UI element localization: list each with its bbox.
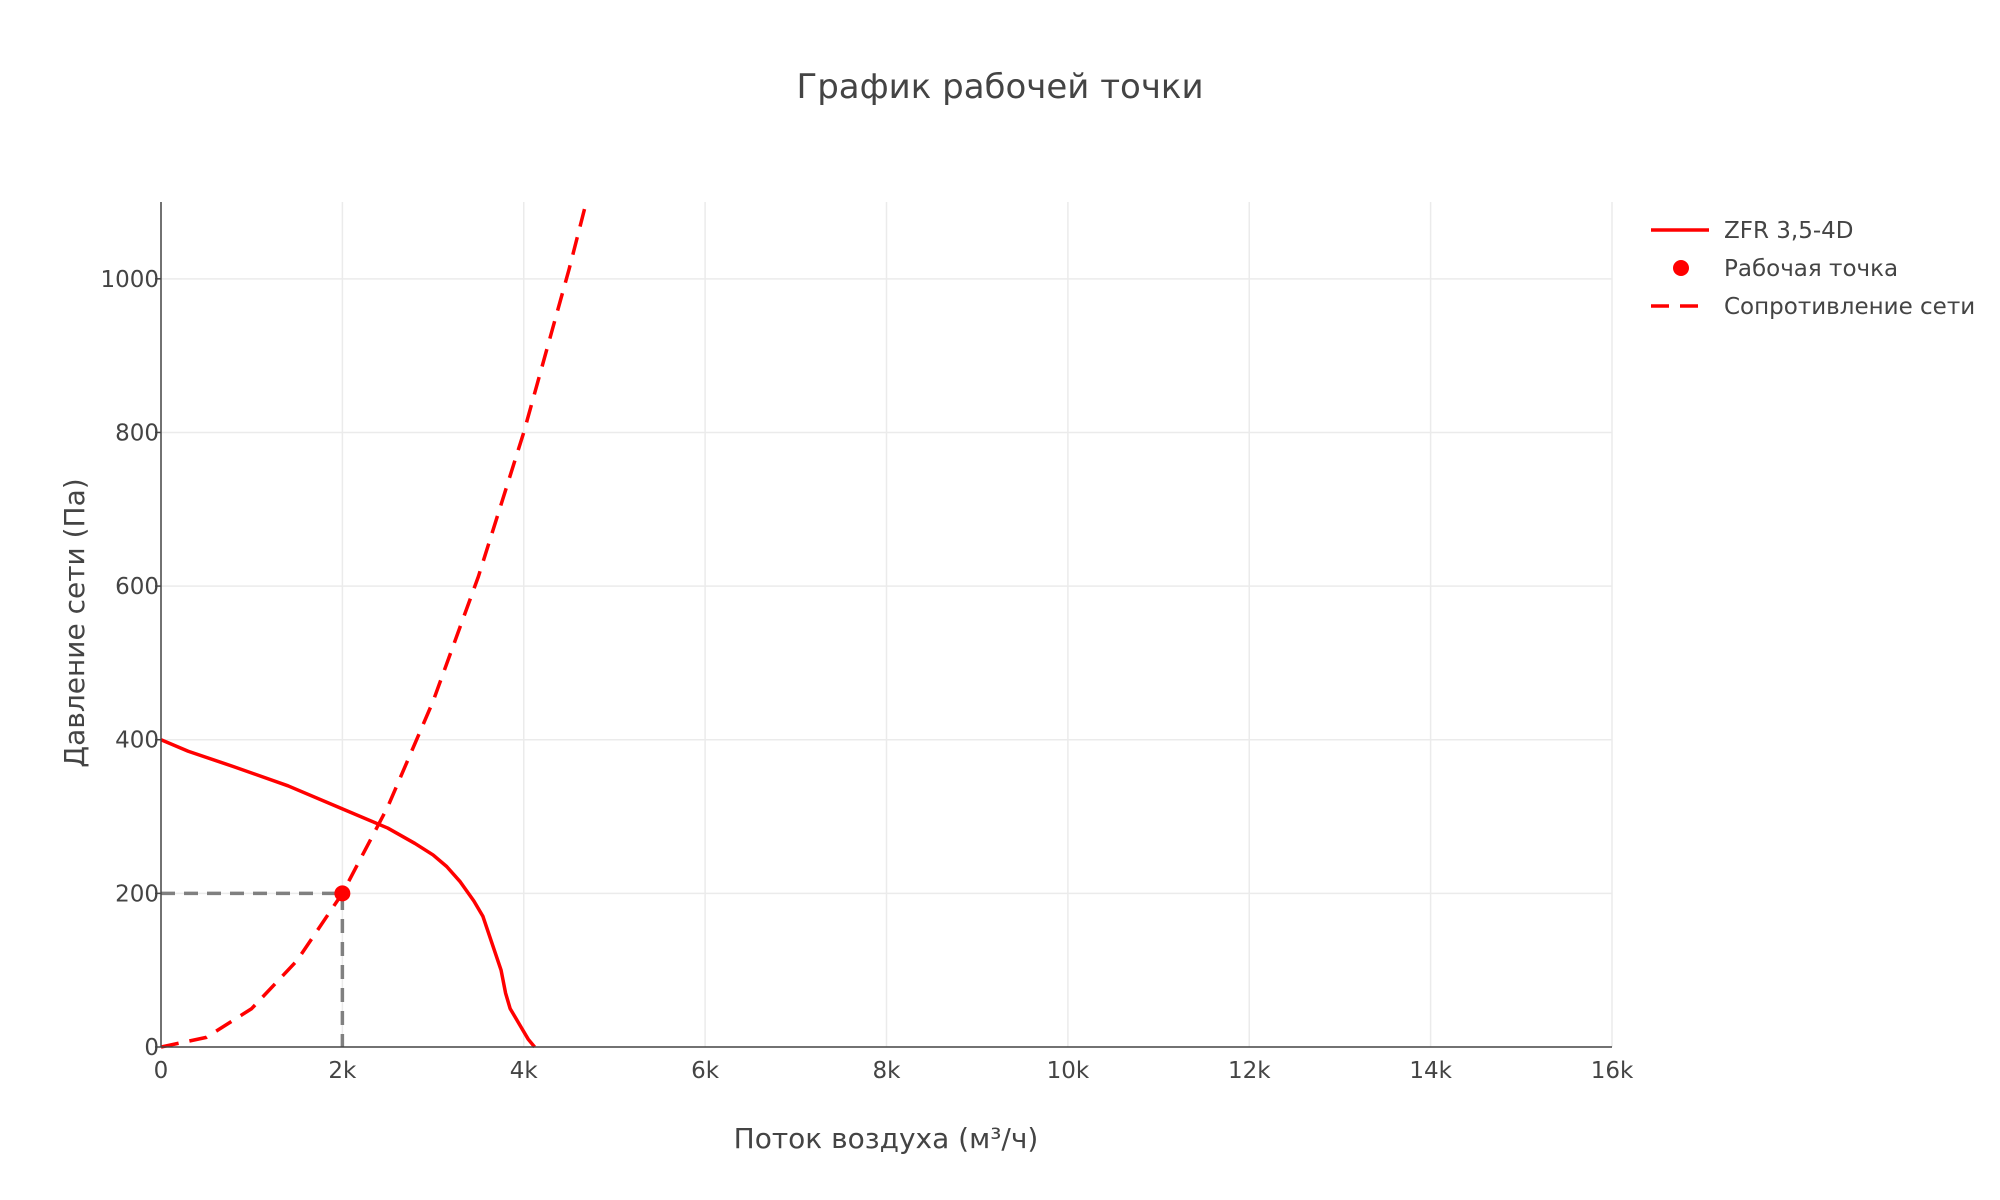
y-tick-label-3: 600 bbox=[115, 574, 159, 600]
y-tick-label-0: 0 bbox=[144, 1035, 159, 1061]
legend-label-0: ZFR 3,5-4D bbox=[1724, 218, 1854, 244]
legend-swatch-1 bbox=[1673, 260, 1689, 276]
x-axis-title: Поток воздуха (м³/ч) bbox=[734, 1122, 1039, 1155]
legend-label-1: Рабочая точка bbox=[1724, 256, 1898, 282]
y-axis-title: Давление сети (Па) bbox=[58, 478, 91, 767]
x-tick-label-7: 14k bbox=[1409, 1058, 1452, 1084]
x-tick-label-5: 10k bbox=[1047, 1058, 1090, 1084]
y-tick-label-1: 200 bbox=[115, 881, 159, 907]
operating-point-guide-lines bbox=[161, 891, 345, 1047]
x-tick-label-2: 4k bbox=[510, 1058, 539, 1084]
chart-title: График рабочей точки bbox=[796, 67, 1203, 107]
y-tick-label-5: 1000 bbox=[100, 267, 159, 293]
legend[interactable]: ZFR 3,5-4D Рабочая точка Сопротивление сет… bbox=[1651, 218, 1975, 320]
x-tick-label-1: 2k bbox=[328, 1058, 357, 1084]
x-tick-label-4: 8k bbox=[873, 1058, 902, 1084]
y-tick-label-2: 400 bbox=[115, 728, 159, 754]
legend-label-2: Сопротивление сети bbox=[1724, 294, 1975, 320]
x-tick-label-0: 0 bbox=[154, 1058, 169, 1084]
series-layer bbox=[161, 202, 589, 1049]
x-tick-label-6: 12k bbox=[1228, 1058, 1271, 1084]
axes-layer: 0 2k 4k 6k 8k 10k 12k 14k 16k 0 200 400 600 800 1000 bbox=[100, 202, 1634, 1084]
x-tick-label-8: 16k bbox=[1591, 1058, 1634, 1084]
x-tick-label-3: 6k bbox=[691, 1058, 720, 1084]
series-line-0 bbox=[161, 738, 536, 1049]
y-tick-label-4: 800 bbox=[115, 420, 159, 446]
series-line-2 bbox=[161, 202, 589, 1049]
grid-layer bbox=[161, 202, 1613, 1047]
